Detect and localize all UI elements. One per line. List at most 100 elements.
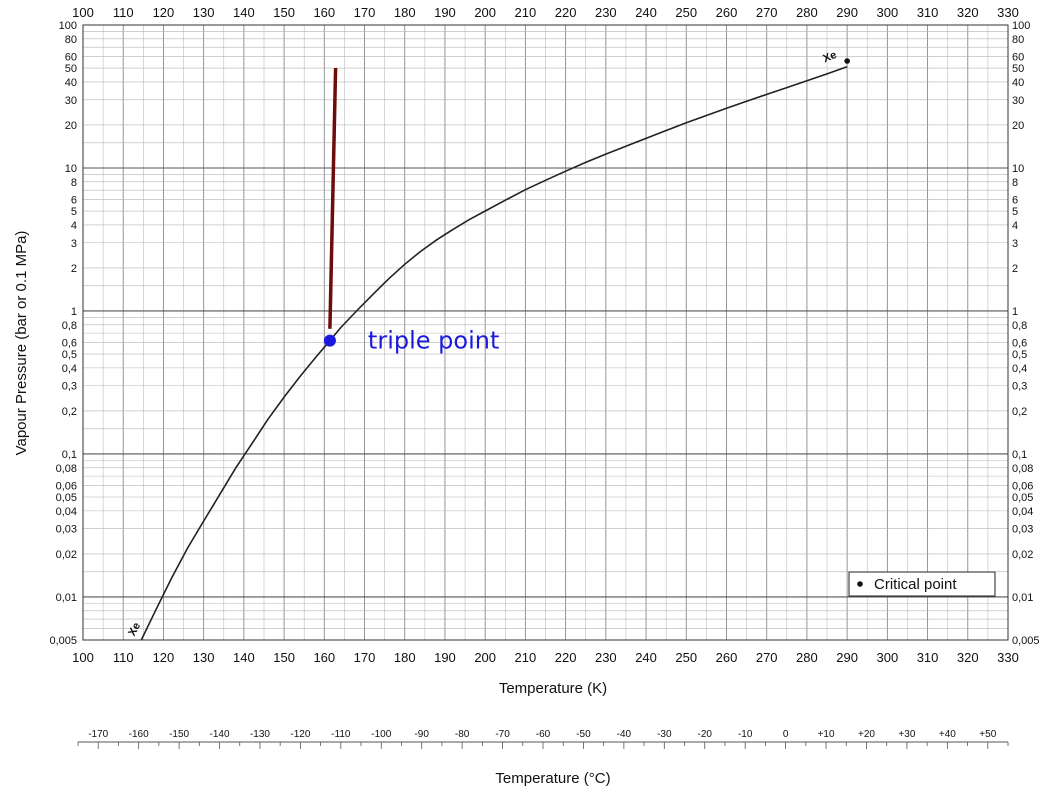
x-tick-label-top: 210 xyxy=(515,5,537,20)
x-tick-label-top: 200 xyxy=(474,5,496,20)
celsius-tick-label: -160 xyxy=(129,729,149,740)
y-tick-label-right: 30 xyxy=(1012,95,1024,107)
triple-point-label: triple point xyxy=(368,327,499,355)
x-tick-label: 290 xyxy=(836,650,858,665)
x-tick-label-top: 220 xyxy=(555,5,577,20)
x-tick-label-top: 240 xyxy=(635,5,657,20)
x-tick-label: 320 xyxy=(957,650,979,665)
celsius-tick-label: -100 xyxy=(371,729,391,740)
y-tick-label-right: 0,8 xyxy=(1012,320,1027,332)
x-tick-label-top: 270 xyxy=(756,5,778,20)
celsius-tick-label: -130 xyxy=(250,729,270,740)
y-tick-label-left: 20 xyxy=(65,120,77,132)
celsius-tick-label: -20 xyxy=(698,729,713,740)
x-tick-label: 170 xyxy=(354,650,376,665)
y-tick-label-right: 0,08 xyxy=(1012,463,1033,475)
legend: Critical point xyxy=(848,571,996,597)
x-tick-label-top: 170 xyxy=(354,5,376,20)
legend-box xyxy=(848,571,996,597)
y-tick-label-left: 0,05 xyxy=(56,492,77,504)
y-tick-label-left: 80 xyxy=(65,34,77,46)
x-tick-label: 220 xyxy=(555,650,577,665)
y-tick-label-right: 5 xyxy=(1012,206,1018,218)
x-tick-label-top: 130 xyxy=(193,5,215,20)
y-tick-label-left: 2 xyxy=(71,263,77,275)
celsius-tick-label: -110 xyxy=(331,729,351,740)
plot-frame xyxy=(82,24,1009,641)
y-tick-label-right: 0,03 xyxy=(1012,524,1033,536)
celsius-tick-label: -30 xyxy=(657,729,672,740)
y-tick-label-left: 60 xyxy=(65,52,77,64)
x-tick-label: 260 xyxy=(716,650,738,665)
y-tick-label-left: 3 xyxy=(71,238,77,250)
y-tick-label-left: 0,2 xyxy=(62,406,77,418)
y-tick-label-right: 50 xyxy=(1012,63,1024,75)
y-tick-label-right: 0,06 xyxy=(1012,481,1033,493)
x-axis-title-celsius: Temperature (°C) xyxy=(495,770,610,787)
y-tick-label-right: 4 xyxy=(1012,220,1018,232)
y-tick-label-right: 2 xyxy=(1012,263,1018,275)
x-tick-label-top: 310 xyxy=(917,5,939,20)
x-tick-label: 120 xyxy=(153,650,175,665)
x-tick-label: 230 xyxy=(595,650,617,665)
y-tick-label-left: 100 xyxy=(59,20,77,32)
y-tick-label-left: 0,4 xyxy=(62,363,77,375)
celsius-tick-label: +40 xyxy=(939,729,956,740)
tick-labels: 1001001101101201201301301401401501501601… xyxy=(49,5,1040,749)
y-tick-label-right: 0,5 xyxy=(1012,349,1027,361)
y-tick-label-left: 30 xyxy=(65,95,77,107)
y-tick-label-right: 80 xyxy=(1012,34,1024,46)
x-tick-label-top: 190 xyxy=(434,5,456,20)
y-tick-label-left: 50 xyxy=(65,63,77,75)
celsius-tick-label: -70 xyxy=(495,729,510,740)
y-tick-label-left: 0,3 xyxy=(62,381,77,393)
x-tick-label-top: 230 xyxy=(595,5,617,20)
y-tick-label-right: 0,2 xyxy=(1012,406,1027,418)
series-line-xe xyxy=(140,66,848,641)
y-tick-label-left: 0,01 xyxy=(56,592,77,604)
x-tick-label: 200 xyxy=(474,650,496,665)
x-tick-label: 270 xyxy=(756,650,778,665)
x-tick-label: 130 xyxy=(193,650,215,665)
y-tick-label-left: 0,06 xyxy=(56,481,77,493)
annotations: Xe Xe triple point xyxy=(126,49,850,638)
y-tick-label-left: 40 xyxy=(65,77,77,89)
y-tick-label-right: 40 xyxy=(1012,77,1024,89)
y-tick-label-right: 10 xyxy=(1012,163,1024,175)
celsius-tick-label: +10 xyxy=(818,729,835,740)
celsius-tick-label: -80 xyxy=(455,729,470,740)
y-tick-label-right: 8 xyxy=(1012,177,1018,189)
y-tick-label-right: 20 xyxy=(1012,120,1024,132)
y-tick-label-right: 0,1 xyxy=(1012,449,1027,461)
celsius-tick-label: -10 xyxy=(738,729,753,740)
sublimation-line xyxy=(328,67,338,329)
y-tick-label-left: 1 xyxy=(71,306,77,318)
y-tick-label-right: 0,005 xyxy=(1012,635,1040,647)
y-tick-label-right: 0,04 xyxy=(1012,506,1033,518)
x-tick-label: 210 xyxy=(515,650,537,665)
y-tick-label-right: 1 xyxy=(1012,306,1018,318)
y-tick-label-left: 0,02 xyxy=(56,549,77,561)
series-layer xyxy=(140,66,848,641)
y-tick-label-left: 0,5 xyxy=(62,349,77,361)
series-label-xe: Xe xyxy=(821,49,838,65)
y-tick-label-left: 0,005 xyxy=(49,635,77,647)
y-tick-label-right: 100 xyxy=(1012,20,1030,32)
x-tick-label-top: 180 xyxy=(394,5,416,20)
legend-label: Critical point xyxy=(874,576,957,593)
y-tick-label-left: 8 xyxy=(71,177,77,189)
x-tick-label: 180 xyxy=(394,650,416,665)
x-tick-label: 330 xyxy=(997,650,1019,665)
y-tick-label-right: 0,02 xyxy=(1012,549,1033,561)
x-tick-label-top: 160 xyxy=(313,5,335,20)
celsius-tick-label: +50 xyxy=(979,729,996,740)
y-tick-label-right: 0,4 xyxy=(1012,363,1027,375)
x-tick-label: 280 xyxy=(796,650,818,665)
x-tick-label-top: 100 xyxy=(72,5,94,20)
x-tick-label-top: 300 xyxy=(876,5,898,20)
x-tick-label: 100 xyxy=(72,650,94,665)
x-tick-label: 140 xyxy=(233,650,255,665)
x-tick-label: 240 xyxy=(635,650,657,665)
x-axis-title: Temperature (K) xyxy=(499,680,607,697)
